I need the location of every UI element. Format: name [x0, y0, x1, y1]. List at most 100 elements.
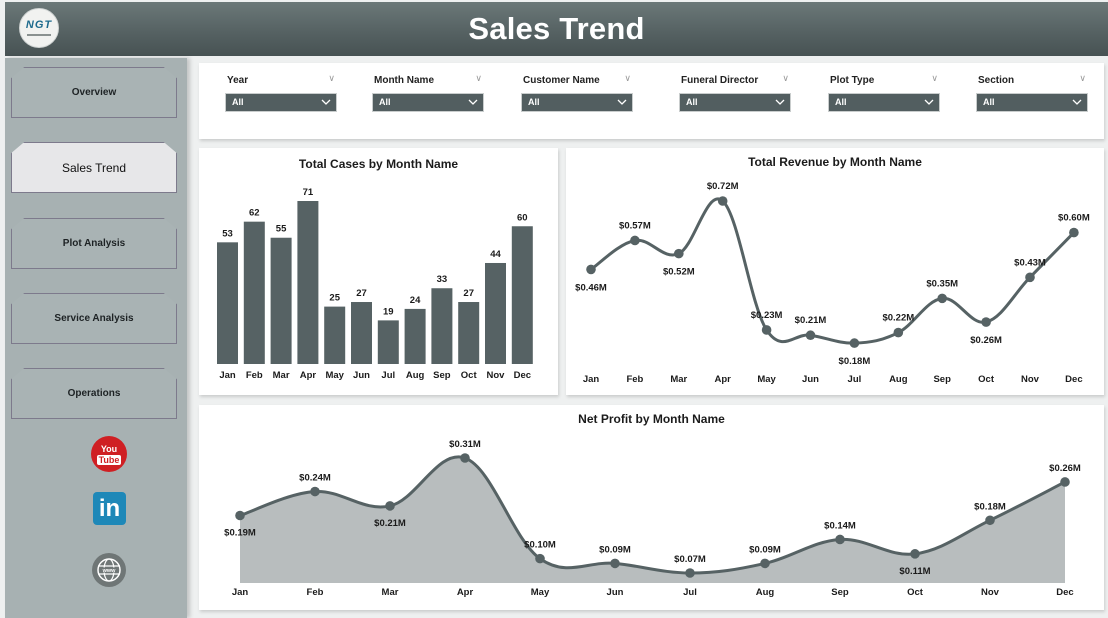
filter-dropdown[interactable]: All: [372, 93, 484, 112]
data-point[interactable]: [610, 558, 620, 569]
data-label: $0.24M: [299, 473, 331, 484]
data-label: $0.21M: [795, 315, 827, 326]
x-axis-label: Nov: [1021, 374, 1040, 385]
bar-oct[interactable]: [458, 302, 480, 364]
filter-dropdown[interactable]: All: [679, 93, 791, 112]
data-point[interactable]: [1025, 272, 1035, 283]
data-point[interactable]: [586, 264, 596, 275]
page-title: Sales Trend: [468, 11, 645, 46]
chevron-down-icon[interactable]: ∨: [782, 73, 789, 83]
filter-label: Plot Type: [830, 75, 875, 86]
filter-value: All: [379, 97, 391, 107]
data-point[interactable]: [910, 549, 920, 559]
data-point[interactable]: [717, 196, 728, 206]
x-axis-label: Jan: [232, 587, 249, 598]
data-point[interactable]: [760, 558, 770, 569]
chevron-down-icon[interactable]: ∨: [328, 73, 335, 83]
logo-underline: [27, 34, 51, 36]
filter-label: Year: [227, 75, 249, 86]
linkedin-icon[interactable]: in: [93, 492, 126, 525]
bar-aug[interactable]: [404, 308, 426, 364]
x-axis-label: Sep: [433, 370, 451, 381]
filter-label: Customer Name: [523, 75, 600, 86]
filter-label: Month Name: [374, 75, 434, 86]
nav-button-overview[interactable]: Overview: [11, 67, 177, 118]
data-label: $0.11M: [899, 566, 930, 577]
nav-button-plot-analysis[interactable]: Plot Analysis: [11, 218, 177, 269]
data-label: 55: [276, 224, 287, 235]
bar-chart-plot[interactable]: 53 Jan 62 Feb 55 Mar 71 Apr 25 May 27 Jun 19 Jul 24 Aug…: [199, 148, 558, 395]
x-axis-label: Sep: [831, 587, 849, 598]
x-axis-label: Nov: [981, 587, 1000, 598]
data-point[interactable]: [685, 568, 695, 578]
data-label: $0.18M: [974, 501, 1006, 512]
svg-text:www: www: [102, 568, 117, 574]
line-chart-plot[interactable]: $0.46M Jan $0.57M Feb $0.52M Mar $0.72M Apr $0.2…: [566, 148, 1104, 395]
chevron-down-icon[interactable]: ∨: [624, 73, 631, 83]
data-point[interactable]: [235, 510, 245, 521]
data-point[interactable]: [981, 317, 991, 327]
data-point[interactable]: [761, 325, 772, 335]
data-point[interactable]: [805, 330, 816, 341]
filter-value: All: [232, 97, 244, 107]
filter-customer-name: Customer Name ∨ All: [521, 73, 633, 112]
data-point[interactable]: [937, 293, 947, 304]
data-point[interactable]: [835, 534, 845, 545]
x-axis-label: Aug: [756, 587, 775, 598]
bar-apr[interactable]: [297, 201, 319, 364]
data-point[interactable]: [985, 515, 995, 526]
data-point[interactable]: [893, 327, 904, 338]
filter-plot-type: Plot Type ∨ All: [828, 73, 940, 112]
data-label: $0.26M: [970, 335, 1002, 346]
filter-dropdown[interactable]: All: [828, 93, 940, 112]
chart-title: Net Profit by Month Name: [578, 412, 725, 426]
company-logo[interactable]: NGT: [19, 8, 59, 48]
bar-mar[interactable]: [270, 237, 292, 364]
x-axis-label: Jun: [353, 370, 370, 381]
data-label: $0.46M: [575, 282, 607, 293]
bar-jul[interactable]: [377, 320, 399, 364]
bar-jun[interactable]: [351, 302, 372, 364]
bar-sep[interactable]: [431, 288, 453, 364]
x-axis-label: Jun: [802, 374, 819, 385]
data-point[interactable]: [1060, 477, 1070, 487]
x-axis-label: Jul: [848, 374, 862, 385]
data-label: 25: [329, 293, 340, 304]
chevron-down-icon: [321, 99, 331, 105]
data-point[interactable]: [849, 338, 860, 348]
x-axis-label: Dec: [514, 370, 531, 381]
filter-dropdown[interactable]: All: [521, 93, 633, 112]
bar-may[interactable]: [324, 306, 346, 364]
data-point[interactable]: [385, 501, 395, 511]
nav-button-sales-trend[interactable]: Sales Trend: [11, 142, 177, 193]
data-label: 19: [383, 306, 394, 317]
data-point[interactable]: [1069, 227, 1079, 238]
bar-dec[interactable]: [511, 226, 533, 364]
website-globe-icon[interactable]: www: [92, 553, 126, 587]
filter-dropdown[interactable]: All: [225, 93, 337, 112]
data-point[interactable]: [460, 453, 470, 463]
filter-dropdown[interactable]: All: [976, 93, 1088, 112]
data-point[interactable]: [630, 235, 640, 246]
data-point[interactable]: [535, 553, 545, 564]
bar-jan[interactable]: [217, 242, 238, 364]
nav-button-service-analysis[interactable]: Service Analysis: [11, 293, 177, 344]
chevron-down-icon[interactable]: ∨: [931, 73, 938, 83]
chevron-down-icon[interactable]: ∨: [475, 73, 482, 83]
chevron-down-icon[interactable]: ∨: [1079, 73, 1086, 83]
data-label: 33: [437, 274, 448, 285]
data-label: $0.43M: [1014, 257, 1046, 268]
data-point[interactable]: [310, 486, 320, 497]
data-label: $0.31M: [449, 439, 481, 450]
data-point[interactable]: [674, 248, 684, 259]
filter-month-name: Month Name ∨ All: [372, 73, 484, 112]
nav-button-operations[interactable]: Operations: [11, 368, 177, 419]
youtube-icon[interactable]: You Tube: [91, 436, 127, 472]
chart-title: Total Revenue by Month Name: [748, 155, 922, 169]
header-bar: NGT Sales Trend: [5, 2, 1108, 56]
filter-bar: Year ∨ All Month Name ∨ All Customer Name ∨ All F…: [199, 63, 1104, 139]
area-chart-plot[interactable]: $0.19M Jan $0.24M Feb $0.21M Mar $0.31M Apr $0.1…: [199, 405, 1104, 610]
bar-nov[interactable]: [485, 262, 506, 364]
bar-feb[interactable]: [243, 221, 265, 364]
chevron-down-icon: [924, 99, 934, 105]
